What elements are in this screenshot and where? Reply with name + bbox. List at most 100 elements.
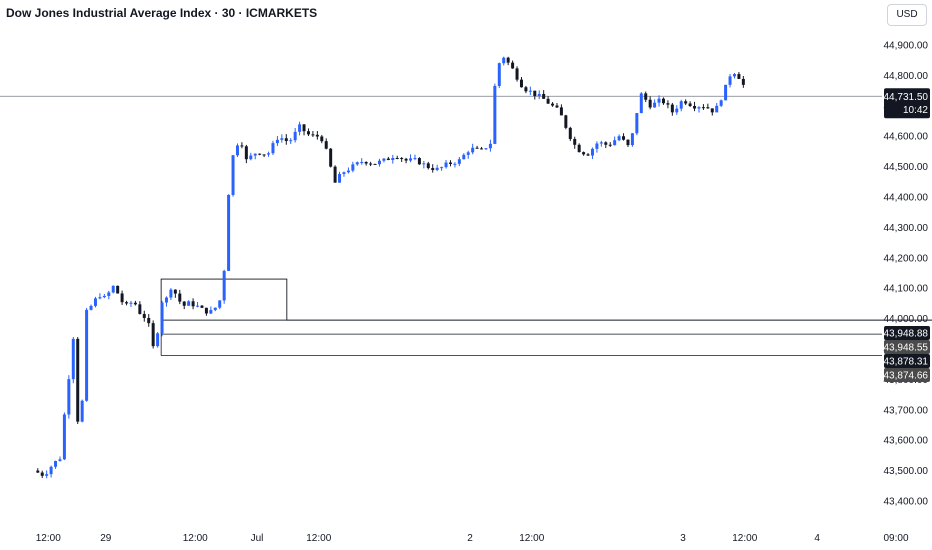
candle	[164, 296, 168, 307]
candle	[480, 146, 484, 150]
candle	[267, 151, 271, 157]
candle	[622, 133, 626, 141]
candle	[40, 470, 44, 478]
x-tick-label: 09:00	[883, 533, 908, 544]
candle	[577, 143, 581, 153]
candle	[395, 155, 399, 160]
y-tick-label: 44,100.00	[884, 284, 929, 295]
candle	[639, 92, 643, 114]
candle	[551, 102, 555, 107]
candle	[679, 99, 683, 112]
svg-text:43,948.88: 43,948.88	[884, 329, 929, 340]
candle	[302, 124, 306, 136]
candle	[54, 460, 58, 469]
candle	[258, 153, 262, 156]
candle	[204, 307, 208, 316]
candle	[608, 142, 612, 147]
candle	[448, 160, 452, 167]
candle	[222, 269, 226, 304]
candle	[706, 103, 710, 109]
candle	[497, 62, 501, 88]
candle	[404, 157, 408, 164]
candle	[187, 300, 191, 306]
candle	[440, 166, 444, 171]
candle	[724, 84, 728, 101]
candle	[311, 131, 315, 137]
candle	[293, 127, 297, 143]
candle	[684, 99, 688, 106]
candle	[235, 143, 239, 158]
chart-title: Dow Jones Industrial Average Index · 30 …	[6, 6, 318, 20]
candle	[409, 154, 413, 163]
candle	[719, 99, 723, 108]
candle	[275, 135, 279, 146]
candle	[732, 72, 736, 79]
candle	[324, 138, 328, 150]
candle	[537, 90, 541, 100]
candle	[635, 113, 639, 136]
svg-text:43,878.31: 43,878.31	[884, 357, 929, 368]
candle	[129, 300, 133, 308]
candle	[306, 128, 310, 137]
candle	[147, 314, 151, 327]
candle	[49, 465, 53, 478]
candle	[555, 102, 559, 109]
y-tick-label: 44,400.00	[884, 193, 929, 204]
candle	[386, 156, 390, 161]
candle	[546, 96, 550, 104]
y-tick-label: 43,700.00	[884, 405, 929, 416]
candle	[417, 157, 421, 165]
svg-text:43,948.55: 43,948.55	[884, 343, 929, 354]
candle	[457, 156, 461, 167]
candle	[227, 194, 231, 271]
candle	[453, 162, 457, 168]
candle	[71, 337, 75, 384]
candle	[218, 300, 222, 310]
candle	[462, 153, 466, 160]
candle	[426, 161, 430, 170]
candle	[559, 104, 563, 116]
candle	[62, 412, 66, 461]
candle	[737, 71, 741, 80]
candle	[333, 165, 337, 183]
y-tick-label: 44,000.00	[884, 314, 929, 325]
candle	[178, 289, 182, 305]
candle	[253, 153, 257, 160]
candle	[200, 304, 204, 308]
candle	[58, 456, 62, 462]
candle	[346, 167, 350, 174]
price-level-tag: 43,878.31	[884, 354, 930, 368]
candle	[701, 104, 705, 110]
candle	[338, 171, 342, 183]
candle	[422, 160, 426, 169]
candle	[355, 161, 359, 166]
candle	[262, 154, 266, 158]
candle	[466, 150, 470, 159]
svg-text:43,874.66: 43,874.66	[884, 371, 929, 382]
candle	[630, 132, 634, 147]
candle	[715, 103, 719, 113]
candle	[519, 77, 523, 88]
candle	[653, 99, 657, 108]
candle	[648, 96, 652, 110]
y-tick-label: 44,500.00	[884, 162, 929, 173]
candle	[111, 285, 115, 294]
y-tick-label: 43,600.00	[884, 436, 929, 447]
x-tick-label: 12:00	[183, 533, 208, 544]
candle	[670, 102, 674, 116]
candle	[369, 161, 373, 167]
candle	[675, 105, 679, 115]
candle	[444, 159, 448, 169]
currency-selector[interactable]: USD	[887, 4, 927, 26]
candle	[528, 86, 532, 96]
candle	[80, 399, 84, 423]
candle	[93, 296, 97, 308]
candle	[271, 140, 275, 156]
candle	[133, 300, 137, 306]
candle	[586, 152, 590, 156]
x-tick-label: 12:00	[732, 533, 757, 544]
candle	[249, 152, 253, 161]
candle	[475, 145, 479, 149]
candle	[289, 138, 293, 144]
